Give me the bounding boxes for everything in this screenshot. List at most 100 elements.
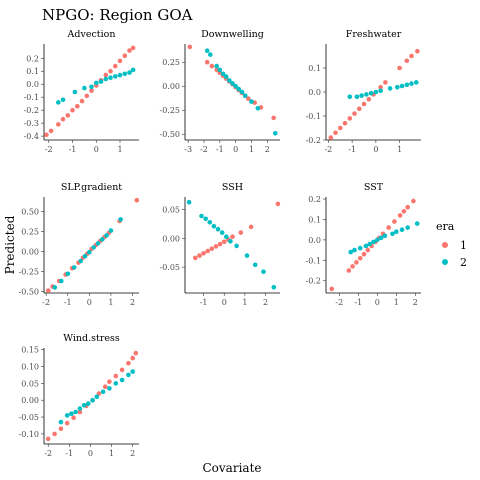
- y-tick-label: 0.0: [26, 80, 39, 89]
- point-era-1: [415, 48, 420, 54]
- point-era-2: [82, 85, 87, 91]
- point-era-1: [354, 260, 359, 265]
- point-era-2: [363, 243, 369, 249]
- point-era-1: [65, 113, 71, 118]
- y-tick-label: 0.00: [162, 82, 180, 91]
- point-era-2: [368, 90, 374, 96]
- point-era-1: [103, 72, 109, 78]
- point-era-1: [204, 59, 210, 65]
- point-era-2: [239, 89, 245, 95]
- point-era-2: [390, 231, 395, 237]
- y-tick-label: -0.50: [18, 287, 39, 296]
- x-tick-label: -1: [65, 449, 73, 458]
- point-era-1: [392, 219, 397, 224]
- point-era-2: [271, 285, 277, 290]
- panel-title: Freshwater: [346, 29, 402, 40]
- point-era-1: [248, 224, 254, 230]
- x-tick-label: 1: [394, 298, 399, 307]
- x-tick-label: 1: [108, 298, 113, 307]
- point-era-2: [378, 88, 383, 94]
- point-era-1: [342, 120, 348, 126]
- point-era-2: [347, 94, 353, 100]
- point-era-1: [333, 130, 338, 136]
- point-era-1: [338, 125, 343, 131]
- point-era-1: [48, 128, 54, 134]
- y-tick-label: 0.1: [308, 215, 321, 224]
- point-era-2: [90, 397, 95, 403]
- point-era-2: [71, 265, 77, 270]
- point-era-2: [404, 82, 410, 88]
- point-era-1: [221, 239, 227, 245]
- point-era-1: [383, 80, 388, 85]
- legend: era 1 2: [436, 220, 467, 269]
- point-era-1: [197, 253, 202, 258]
- y-tick-label: -0.50: [159, 130, 180, 139]
- y-tick-label: 0.2: [26, 54, 39, 63]
- point-era-2: [244, 253, 250, 258]
- point-era-2: [233, 83, 238, 89]
- point-era-1: [201, 251, 206, 256]
- point-era-2: [60, 97, 66, 103]
- legend-key-era-1: [442, 242, 448, 248]
- point-era-1: [209, 63, 215, 69]
- point-era-1: [79, 98, 85, 104]
- point-era-2: [273, 131, 278, 136]
- x-tick-label: 1: [109, 449, 114, 458]
- point-era-2: [126, 372, 131, 378]
- point-era-2: [387, 86, 393, 91]
- point-era-1: [275, 201, 281, 207]
- point-era-2: [409, 81, 414, 86]
- point-era-2: [100, 389, 106, 395]
- y-tick-label: -0.25: [159, 106, 180, 115]
- point-era-1: [46, 288, 51, 293]
- y-axis-label: Predicted: [3, 215, 17, 274]
- point-era-1: [409, 53, 414, 59]
- x-tick-label: 2: [130, 449, 135, 458]
- x-tick-label: -1: [348, 145, 356, 154]
- point-era-2: [234, 243, 239, 249]
- x-tick-label: 0: [373, 145, 378, 154]
- point-era-1: [209, 246, 215, 251]
- point-era-1: [246, 96, 251, 101]
- x-tick-label: 1: [242, 298, 247, 307]
- x-tick-label: 0: [94, 145, 99, 154]
- point-era-2: [127, 70, 132, 75]
- point-era-2: [230, 81, 235, 86]
- y-tick-label: 0.15: [21, 346, 39, 355]
- panel-title: SLP.gradient: [61, 182, 122, 193]
- point-era-1: [126, 360, 131, 366]
- point-era-1: [230, 234, 235, 239]
- point-era-1: [205, 248, 210, 254]
- point-era-1: [187, 44, 193, 50]
- point-era-1: [127, 48, 132, 53]
- point-era-2: [215, 226, 221, 232]
- point-era-1: [113, 373, 119, 379]
- point-era-2: [82, 253, 88, 259]
- point-era-2: [249, 99, 254, 104]
- panel-title: Downwelling: [201, 29, 264, 40]
- point-era-2: [203, 216, 208, 222]
- point-era-2: [56, 100, 61, 105]
- point-era-2: [224, 234, 229, 239]
- point-era-2: [394, 229, 399, 234]
- point-era-2: [113, 381, 119, 386]
- x-tick-label: 1: [397, 145, 402, 154]
- point-era-1: [58, 426, 64, 432]
- point-era-1: [350, 264, 355, 269]
- y-tick-label: -0.3: [24, 119, 39, 128]
- point-era-1: [60, 116, 66, 122]
- panel-advection: Advection -0.4 -0.3 -0.2 -0.1 0.0 0.1 0.2 -2 -1 0 1: [24, 29, 139, 154]
- point-era-1: [405, 204, 411, 210]
- x-tick-label: -2: [200, 145, 208, 154]
- point-era-2: [261, 269, 266, 275]
- y-tick-label: -0.05: [18, 413, 39, 422]
- x-tick-label: -2: [335, 298, 343, 307]
- point-era-1: [404, 58, 410, 64]
- x-tick-label: -3: [184, 145, 192, 154]
- x-tick-label: -1: [64, 298, 72, 307]
- legend-key-era-2: [442, 259, 448, 265]
- point-era-2: [65, 271, 71, 277]
- x-axis-label: Covariate: [203, 461, 262, 475]
- point-era-1: [365, 247, 371, 253]
- point-era-2: [359, 93, 364, 98]
